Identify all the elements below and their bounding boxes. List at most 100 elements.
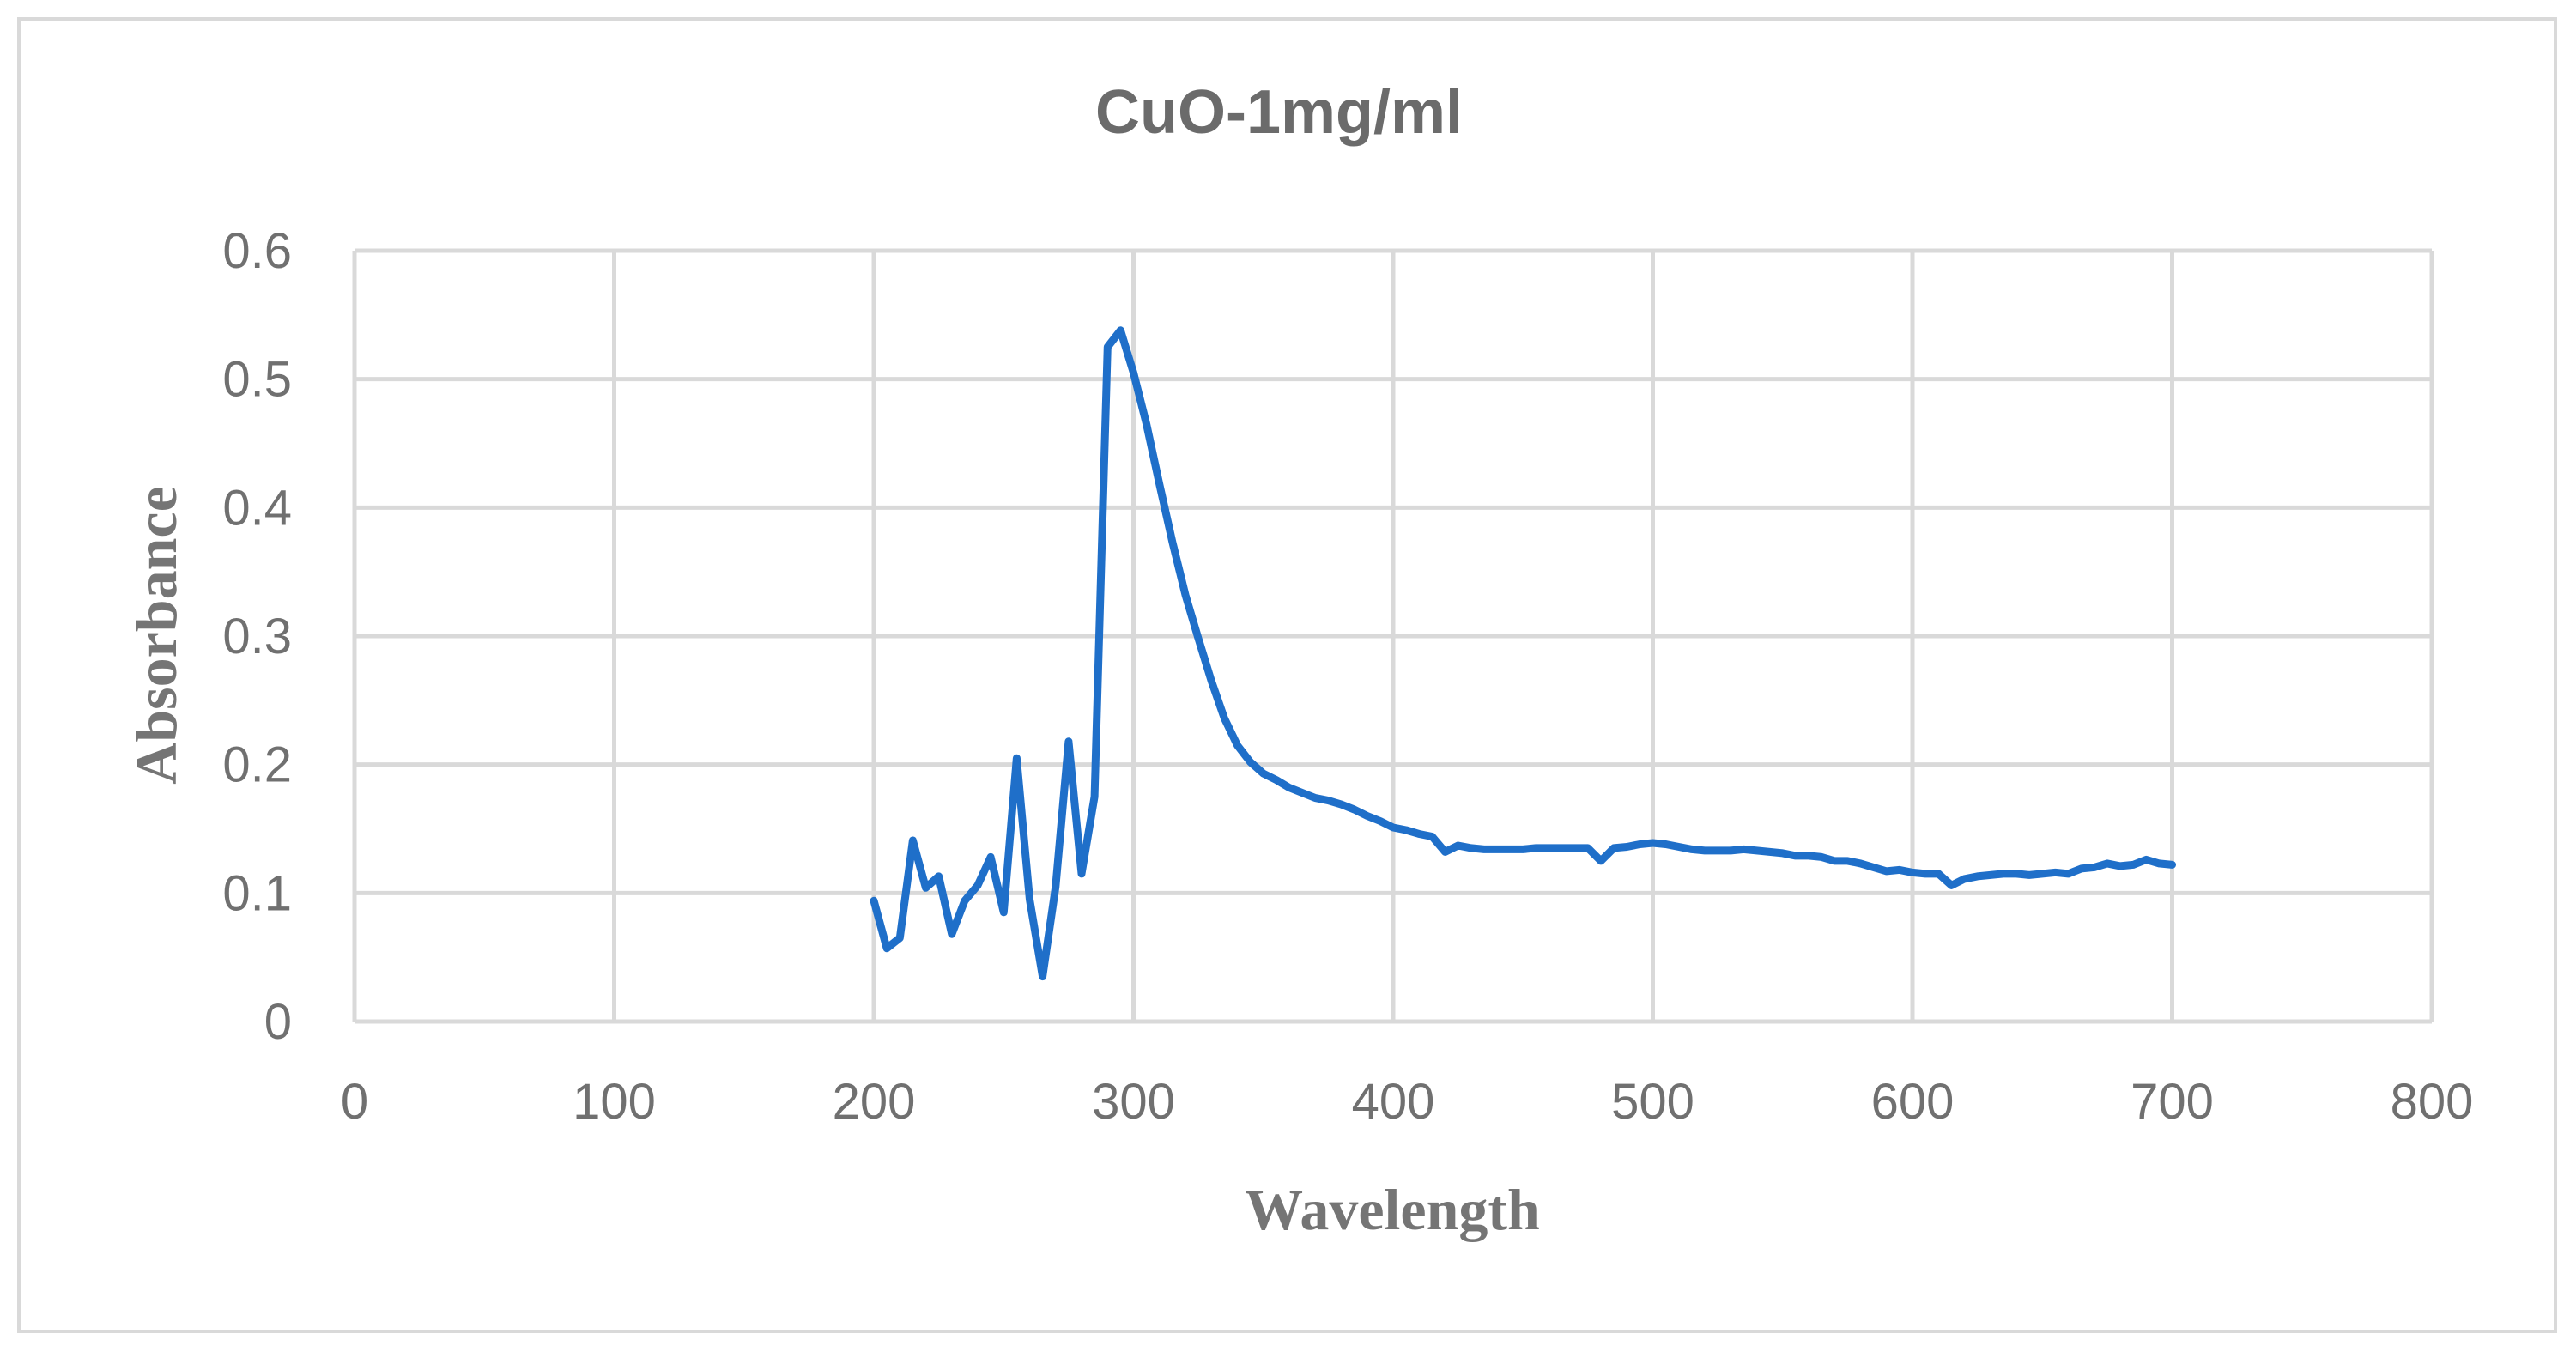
chart-title: CuO-1mg/ml (1095, 78, 1463, 147)
data-point (1274, 778, 1279, 783)
data-point (1637, 842, 1642, 847)
data-point (1105, 344, 1110, 349)
data-point (1806, 853, 1811, 858)
data-point (1157, 482, 1162, 487)
data-point (1611, 846, 1616, 851)
data-point (1664, 842, 1669, 847)
data-point (1884, 869, 1889, 874)
data-point (1702, 848, 1707, 853)
series-line-0 (870, 326, 2176, 981)
x-tick-label: 0 (341, 1074, 368, 1130)
data-point (1118, 328, 1123, 333)
x-tick-label: 700 (2131, 1074, 2214, 1130)
data-point (1975, 874, 1980, 879)
data-point (897, 936, 902, 941)
data-point (1248, 760, 1253, 765)
data-point (1196, 636, 1201, 641)
data-point (1923, 871, 1928, 876)
data-point (1598, 858, 1603, 864)
x-tick-label: 800 (2391, 1074, 2474, 1130)
data-point (1547, 846, 1552, 851)
data-point (1845, 858, 1850, 864)
y-tick-label: 0.3 (222, 609, 292, 664)
data-point (1131, 370, 1136, 375)
x-tick-label: 600 (1871, 1074, 1955, 1130)
data-point (2143, 857, 2149, 862)
data-point (1910, 870, 1915, 875)
chart-area (17, 17, 2557, 1333)
data-point (1287, 785, 1292, 791)
data-point (2131, 862, 2136, 867)
data-point (2092, 864, 2097, 870)
data-point (1728, 848, 1733, 853)
data-point (1235, 743, 1240, 748)
data-point (1832, 858, 1837, 864)
x-tick-label: 100 (573, 1074, 656, 1130)
data-point (949, 931, 955, 937)
data-point (1793, 853, 1798, 858)
data-point (2079, 866, 2084, 871)
data-point (2066, 871, 2071, 876)
data-point (1651, 840, 1656, 846)
data-point (1001, 910, 1006, 915)
data-point (1560, 846, 1565, 851)
data-point (1585, 846, 1591, 851)
data-point (1624, 845, 1629, 850)
grid (352, 248, 2434, 1024)
data-point (2001, 871, 2006, 876)
y-axis-title: Absorbance (124, 486, 189, 785)
y-tick-label: 0.1 (222, 865, 292, 921)
data-point (1520, 846, 1525, 852)
data-point (1325, 798, 1330, 803)
data-point (1312, 796, 1318, 801)
data-point (975, 882, 980, 888)
data-point (2170, 862, 2175, 867)
y-tick-label: 0.6 (222, 223, 292, 279)
data-point (1170, 540, 1175, 545)
data-point (1027, 897, 1033, 902)
data-point (936, 874, 942, 879)
data-point (1469, 846, 1474, 851)
data-point (2040, 871, 2045, 876)
data-point (1378, 819, 1383, 824)
data-point (1429, 834, 1434, 840)
data-point (2105, 861, 2110, 866)
data-point (1689, 846, 1694, 852)
data-point (1819, 854, 1824, 859)
data-point (1482, 846, 1487, 852)
data-point (1339, 802, 1344, 807)
data-point (1391, 825, 1396, 830)
data-point (884, 946, 889, 951)
data-point (2156, 861, 2161, 866)
data-point (962, 898, 967, 903)
data-point (1416, 832, 1421, 837)
data-point (1676, 845, 1682, 850)
data-point (1183, 592, 1188, 597)
y-tick-label: 0 (264, 994, 292, 1050)
x-tick-label: 200 (833, 1074, 916, 1130)
data-point (988, 854, 993, 859)
data-point (1365, 814, 1370, 819)
data-point (1871, 864, 1876, 870)
data-point (1079, 871, 1084, 876)
data-point (2118, 864, 2123, 869)
data-point (1507, 846, 1512, 852)
data-point (1715, 848, 1720, 853)
series-layer (870, 326, 2176, 981)
data-point (1352, 807, 1357, 812)
data-point (1936, 871, 1941, 876)
data-point (1443, 849, 1448, 854)
data-point (1780, 851, 1785, 856)
data-point (1221, 716, 1227, 721)
data-point (2052, 870, 2058, 875)
data-point (1897, 867, 1902, 872)
data-point (1741, 846, 1746, 852)
data-point (1858, 861, 1864, 866)
data-point (910, 838, 915, 843)
data-point (871, 898, 876, 903)
data-point (1988, 872, 1993, 877)
data-point (1949, 882, 1954, 888)
y-tick-label: 0.5 (222, 352, 292, 408)
data-point (1300, 791, 1305, 796)
data-point (1040, 974, 1046, 979)
